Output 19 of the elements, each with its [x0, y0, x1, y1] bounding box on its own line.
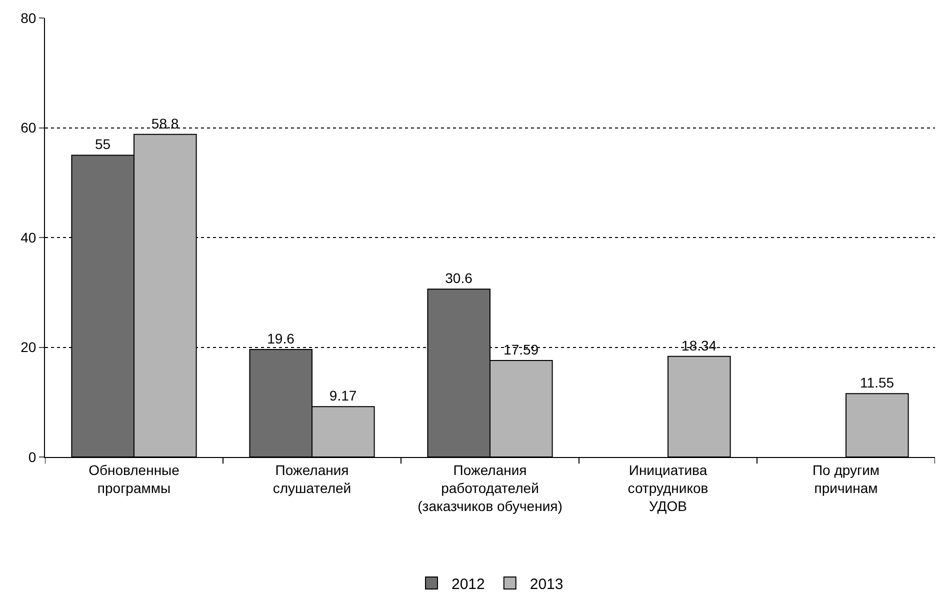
- y-tick-label: 60: [20, 120, 36, 136]
- data-label: 30.6: [445, 270, 473, 286]
- data-label: 18.34: [682, 337, 717, 354]
- x-tick-label: Пожелания слушателей: [272, 462, 352, 496]
- y-tick-label: 40: [20, 229, 36, 246]
- data-label: 11.55: [860, 374, 894, 391]
- legend-label: 2013: [530, 576, 564, 593]
- y-tick-label: 20: [20, 339, 36, 356]
- x-tick-label: Инициатива сотрудников УДОВ: [628, 462, 708, 514]
- y-tick-label: 0: [28, 448, 36, 465]
- legend-label: 2012: [452, 576, 485, 593]
- data-label: 55: [94, 136, 111, 152]
- y-tick-label: 80: [20, 10, 36, 26]
- x-tick-label: По другим причинам: [812, 462, 880, 496]
- x-tick-label: Обновленные программы: [88, 462, 180, 496]
- data-label: 19.6: [267, 330, 295, 346]
- data-label: 17.59: [504, 341, 539, 358]
- data-label: 9.17: [329, 388, 357, 404]
- x-tick-label: Пожелания работодателей (заказчиков обучения): [418, 462, 562, 514]
